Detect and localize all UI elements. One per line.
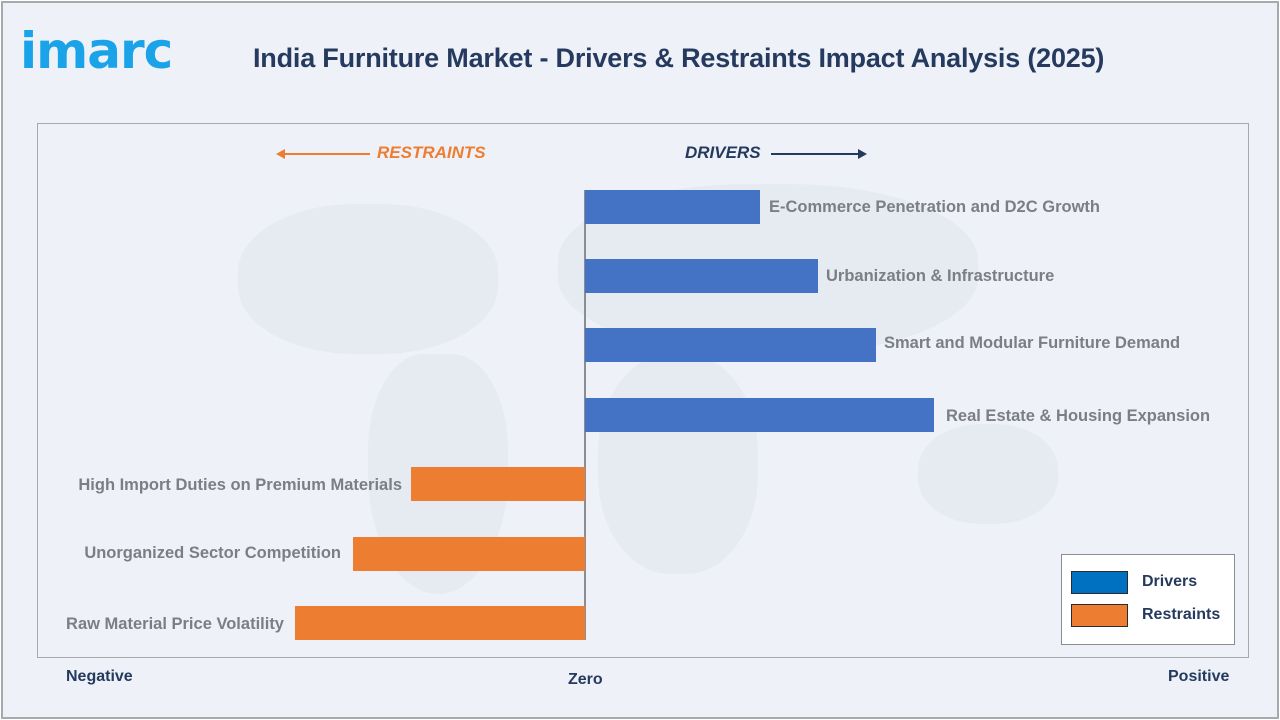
- restraint-label-unorganized-sector: Unorganized Sector Competition: [84, 544, 341, 562]
- driver-label-real-estate: Real Estate & Housing Expansion: [946, 407, 1211, 425]
- axis-label-positive: Positive: [1168, 668, 1230, 685]
- zero-axis-line: [584, 190, 586, 640]
- chart-legend: Drivers Restraints: [1061, 554, 1235, 645]
- world-map-watermark: [918, 424, 1058, 524]
- driver-bar-real-estate: [585, 398, 934, 432]
- restraints-direction-label: RESTRAINTS: [377, 143, 486, 162]
- restraint-label-raw-material: Raw Material Price Volatility: [66, 615, 284, 633]
- page-title: India Furniture Market - Drivers & Restr…: [253, 43, 1105, 73]
- driver-bar-smart-modular: [585, 328, 876, 362]
- logo-text: imarc: [20, 22, 173, 80]
- drivers-direction-label: DRIVERS: [685, 143, 761, 162]
- driver-label-smart-modular: Smart and Modular Furniture Demand: [884, 334, 1181, 352]
- restraint-label-import-duties: High Import Duties on Premium Materials: [78, 476, 402, 494]
- world-map-watermark: [238, 204, 498, 354]
- driver-label-ecommerce: E-Commerce Penetration and D2C Growth: [769, 198, 1100, 216]
- world-map-watermark: [598, 354, 758, 574]
- restraint-bar-import-duties: [411, 467, 585, 501]
- legend-swatch-restraints: [1071, 604, 1128, 627]
- imarc-logo: imarc: [20, 12, 200, 82]
- drivers-arrow-icon: [771, 149, 867, 159]
- legend-swatch-drivers: [1071, 571, 1128, 594]
- axis-label-negative: Negative: [66, 668, 133, 685]
- driver-label-urbanization: Urbanization & Infrastructure: [826, 267, 1055, 285]
- axis-label-zero: Zero: [568, 671, 603, 688]
- restraints-arrow-icon: [276, 149, 370, 159]
- legend-label-drivers: Drivers: [1142, 573, 1198, 590]
- driver-bar-ecommerce: [585, 190, 760, 224]
- restraint-bar-unorganized-sector: [353, 537, 585, 571]
- driver-bar-urbanization: [585, 259, 818, 293]
- legend-label-restraints: Restraints: [1142, 606, 1221, 623]
- restraint-bar-raw-material: [295, 606, 585, 640]
